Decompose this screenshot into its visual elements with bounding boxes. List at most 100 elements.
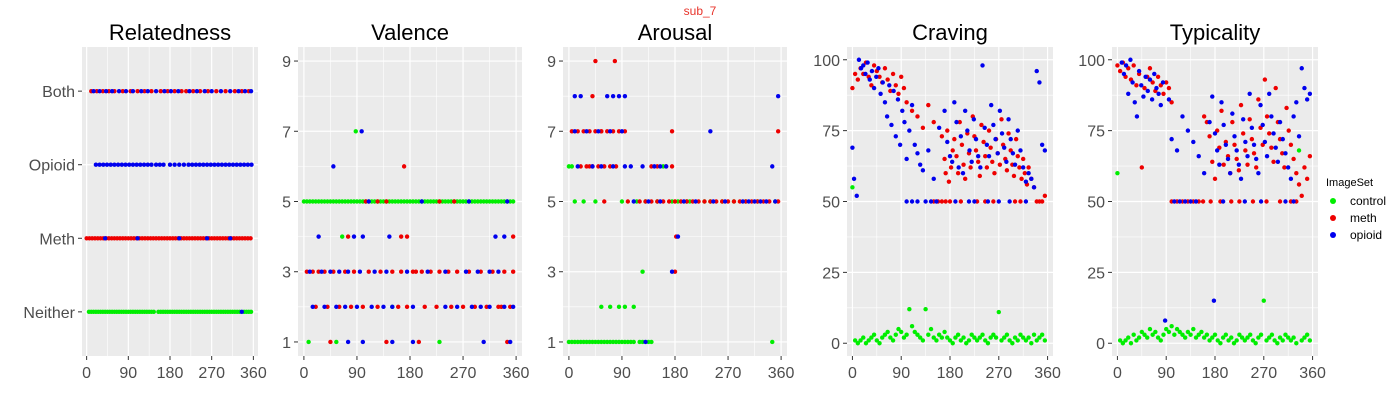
craving-point-control [1020, 335, 1026, 340]
typicality-point-control [1145, 335, 1150, 340]
craving-point-meth [852, 71, 858, 77]
arousal-x-tick-label: 180 [662, 365, 689, 382]
craving-point-opioid [1008, 136, 1013, 142]
craving-point-meth [959, 142, 965, 148]
craving-point-meth [1017, 165, 1022, 170]
typicality-point-control [1229, 335, 1234, 340]
craving-point-meth [1012, 199, 1018, 204]
craving-point-control [888, 335, 893, 340]
craving-point-meth [882, 66, 888, 71]
valence-point-opioid [466, 199, 472, 204]
typicality-point-control [1220, 335, 1226, 340]
arousal-point-meth [669, 164, 675, 169]
craving-point-opioid [900, 108, 905, 113]
arousal-x-tick-label: 90 [613, 365, 631, 382]
valence-point-meth [460, 304, 466, 310]
valence-point-opioid [404, 269, 410, 274]
typicality-point-opioid [1283, 151, 1288, 156]
valence-point-meth [454, 269, 460, 274]
arousal-point-opioid [652, 164, 657, 169]
typicality-point-opioid [1258, 199, 1264, 204]
legend-marker-control [1330, 198, 1336, 204]
craving-point-opioid [915, 151, 920, 156]
relatedness-y-tick-label: Opioid [29, 158, 75, 175]
typicality-point-opioid [1271, 131, 1276, 136]
typicality-point-control [1147, 326, 1153, 332]
craving-point-opioid [980, 63, 985, 68]
valence-point-meth [437, 269, 442, 274]
typicality-point-opioid [1236, 162, 1242, 167]
arousal-point-opioid [640, 164, 645, 169]
typicality-gridlines [1112, 47, 1318, 356]
craving-point-opioid [1023, 179, 1029, 184]
relatedness-point-opioid [197, 162, 202, 167]
craving-point-opioid [984, 142, 990, 148]
craving-point-opioid [923, 199, 928, 204]
valence-point-meth [404, 234, 410, 239]
typicality-point-opioid [1251, 142, 1257, 148]
relatedness-point-opioid [112, 162, 117, 167]
arousal-point-opioid [599, 164, 604, 169]
typicality-point-opioid [1212, 131, 1218, 136]
valence-point-opioid [307, 269, 312, 274]
valence-y-tick-label: 7 [282, 124, 291, 141]
craving-point-opioid [934, 199, 939, 204]
craving-point-meth [926, 102, 931, 108]
relatedness-point-opioid [181, 162, 187, 167]
craving-point-opioid [991, 122, 996, 128]
typicality-point-meth [1249, 136, 1255, 142]
craving-point-opioid [1020, 165, 1026, 170]
legend-marker-meth [1330, 215, 1336, 221]
relatedness-point-meth [232, 88, 238, 94]
valence-point-meth [348, 304, 354, 310]
typicality-point-meth [1161, 91, 1166, 96]
craving-point-control [899, 329, 904, 335]
relatedness-point-opioid [97, 88, 102, 94]
craving-point-opioid [904, 156, 909, 162]
craving-point-meth [962, 176, 968, 182]
relatedness-point-opioid [223, 162, 228, 167]
typicality-point-meth [1299, 193, 1304, 199]
arousal-point-opioid [622, 93, 628, 99]
relatedness-x-tick-label: 90 [119, 365, 137, 382]
typicality-point-opioid [1169, 136, 1174, 142]
craving-point-opioid [945, 139, 950, 145]
relatedness-point-opioid [202, 88, 207, 94]
typicality-point-opioid [1249, 125, 1255, 130]
craving-point-control [1042, 338, 1048, 343]
craving-point-opioid [863, 71, 868, 77]
typicality-point-meth [1212, 176, 1218, 182]
craving-point-meth [990, 159, 995, 165]
relatedness-point-opioid [241, 162, 247, 167]
typicality-point-control [1231, 341, 1237, 346]
typicality-point-meth [1139, 165, 1145, 170]
craving-point-control [901, 335, 907, 340]
arousal-point-opioid [675, 234, 681, 239]
typicality-point-control [1193, 335, 1199, 340]
typicality-point-control [1250, 338, 1256, 343]
valence-point-opioid [310, 304, 315, 310]
craving-point-meth [1011, 173, 1017, 179]
craving-gridlines [847, 47, 1053, 356]
craving-point-control [1010, 341, 1015, 346]
valence-point-control [353, 129, 358, 134]
relatedness-points [84, 88, 254, 315]
craving-point-control [983, 338, 988, 343]
typicality-point-opioid [1128, 57, 1133, 62]
relatedness-point-opioid [190, 162, 195, 167]
typicality-point-opioid [1162, 318, 1168, 323]
craving-point-control [912, 329, 917, 335]
craving-point-opioid [897, 142, 903, 148]
craving-point-control [877, 341, 882, 346]
typicality-point-control [1272, 338, 1277, 343]
typicality-point-opioid [1156, 91, 1161, 96]
craving-point-opioid [973, 136, 979, 142]
typicality-point-control [1201, 335, 1207, 340]
arousal-point-opioid [584, 129, 589, 134]
craving-point-opioid [1012, 162, 1018, 167]
typicality-point-meth [1291, 156, 1296, 162]
arousal-point-meth [593, 58, 598, 64]
valence-point-opioid [478, 304, 483, 310]
arousal-point-opioid [752, 199, 757, 204]
valence-point-control [334, 339, 339, 345]
